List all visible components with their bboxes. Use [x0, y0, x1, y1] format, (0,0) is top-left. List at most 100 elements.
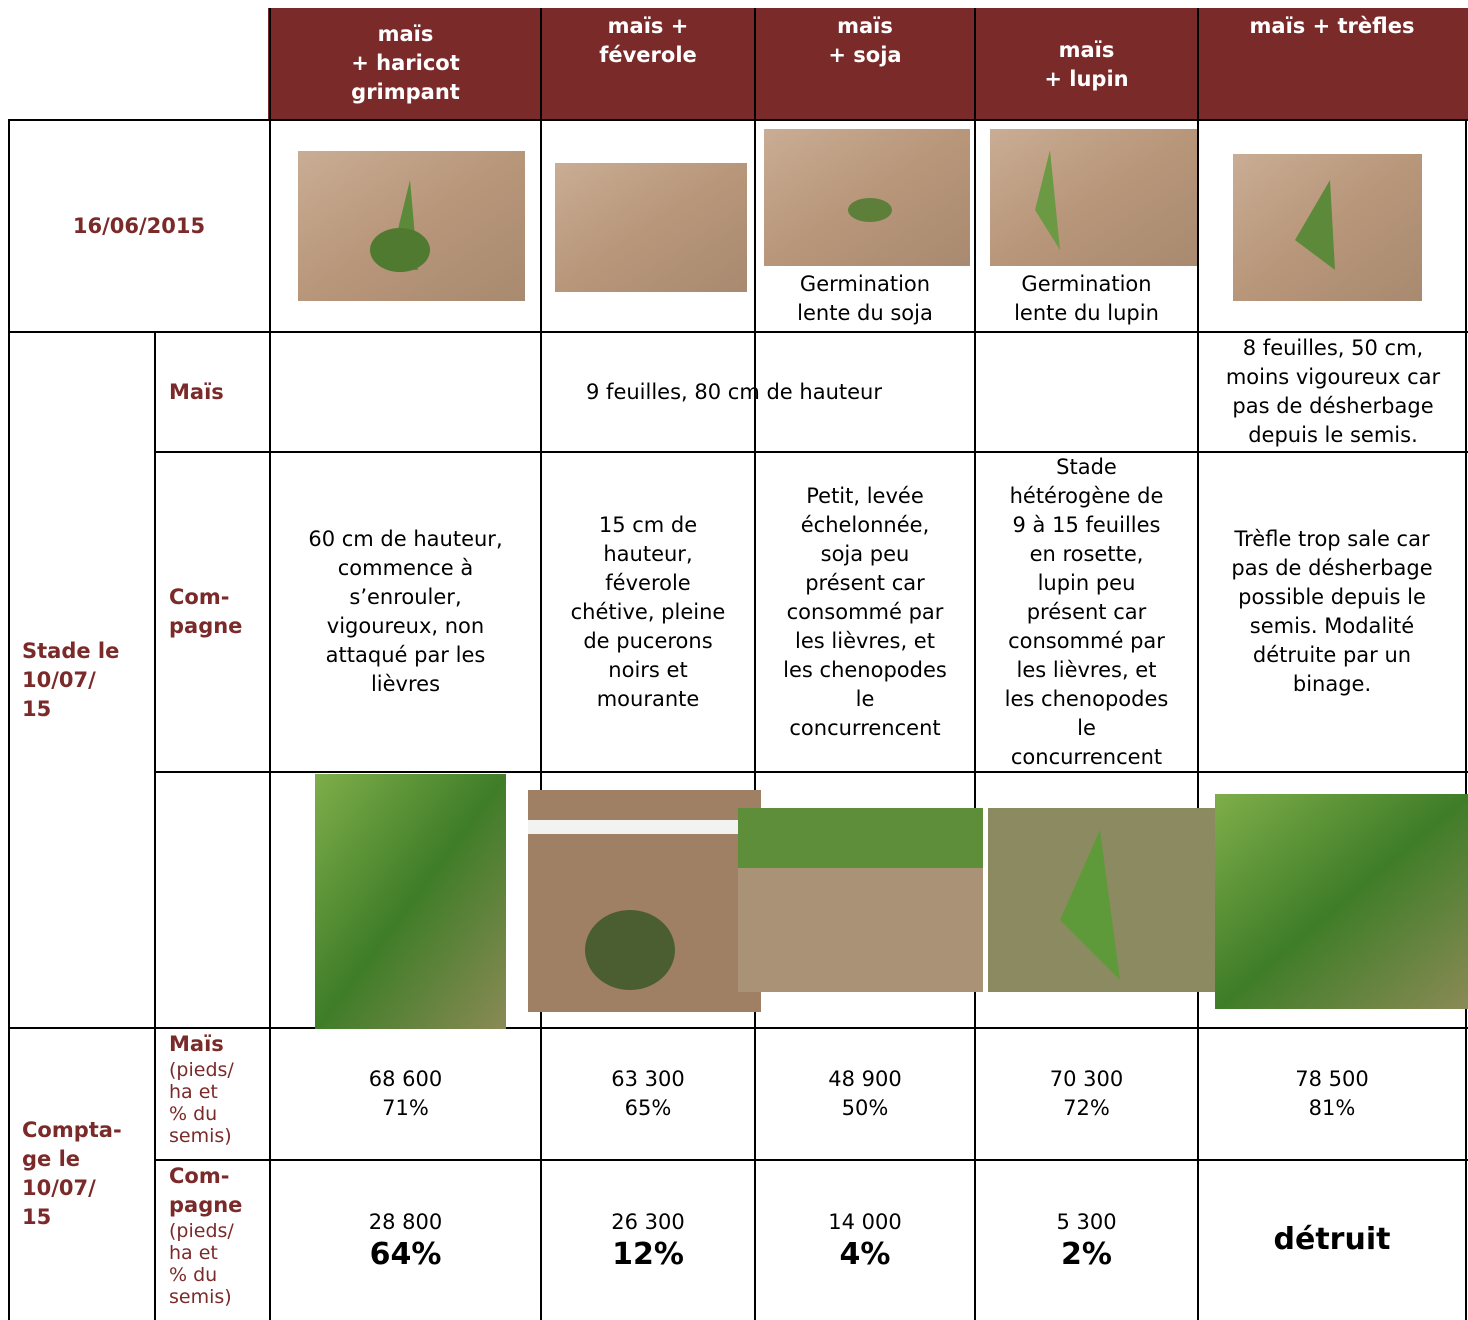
text-line: hauteur,	[603, 540, 692, 569]
text-line: 14 000	[828, 1208, 901, 1237]
text-line: 81%	[1309, 1094, 1356, 1123]
text-line: les lièvres, et	[795, 627, 935, 656]
text-line: maïs	[837, 12, 893, 41]
text-line: détruit	[1274, 1222, 1391, 1258]
text-line: lente du lupin	[1014, 299, 1159, 328]
text-line: 28 800	[369, 1208, 442, 1237]
text-line: concurrencent	[1011, 743, 1162, 772]
text-line: lièvres	[371, 670, 440, 699]
row-label: Com-pagne	[169, 452, 270, 772]
text-line: 78 500	[1295, 1065, 1368, 1094]
text-line: Compta-	[22, 1116, 122, 1145]
text-line: pagne	[169, 1191, 242, 1220]
text-line: 16/06/2015	[73, 212, 205, 241]
text-line: Maïs	[169, 1030, 224, 1059]
text-line: s’enrouler,	[349, 583, 461, 612]
text-line: 64%	[370, 1237, 442, 1273]
text-line: maïs +	[608, 12, 689, 41]
text-line: 9 feuilles, 80 cm de hauteur	[586, 378, 882, 407]
text-line: 50%	[842, 1094, 889, 1123]
text-line: Trèfle trop sale car	[1234, 525, 1429, 554]
text-line: ha et	[169, 1081, 218, 1103]
text-line: Stade	[1056, 453, 1117, 482]
text-line: commence à	[338, 554, 474, 583]
text-line: de pucerons	[583, 627, 712, 656]
column-header: maïs+ haricotgrimpant	[270, 8, 541, 120]
text-line: + soja	[828, 41, 901, 70]
text-line: soja peu	[821, 540, 910, 569]
text-line: le	[856, 685, 875, 714]
text-line: semis)	[169, 1286, 232, 1308]
text-line: détruite par un	[1253, 641, 1411, 670]
column-header: maïs+ lupin	[975, 8, 1198, 120]
text-line: 68 600	[369, 1065, 442, 1094]
text-line: + lupin	[1044, 65, 1128, 94]
column-header: maïs +féverole	[541, 8, 755, 120]
table: maïs+ haricotgrimpantmaïs +féverolemaïs+…	[0, 0, 1468, 1320]
text-line: 5 300	[1056, 1208, 1116, 1237]
text-line: noirs et	[608, 656, 687, 685]
text-line: 12%	[612, 1237, 684, 1273]
text-line: pas de désherbage	[1232, 392, 1433, 421]
text-line: semis)	[169, 1125, 232, 1147]
cell-text: 9 feuilles, 80 cm de hauteur	[270, 332, 1198, 452]
text-line: 8 feuilles, 50 cm,	[1243, 334, 1423, 363]
text-line: féverole	[599, 41, 697, 70]
text-line: féverole	[605, 569, 690, 598]
text-line: présent car	[1027, 598, 1147, 627]
photo-caption: Germinationlente du lupin	[975, 266, 1198, 332]
text-line: mourante	[597, 685, 700, 714]
text-line: % du	[169, 1103, 217, 1125]
text-line: lupin peu	[1038, 569, 1136, 598]
text-line: 15	[22, 1203, 51, 1232]
text-line: chétive, pleine	[571, 598, 726, 627]
text-line: (pieds/	[169, 1059, 234, 1081]
text-line: 4%	[840, 1237, 891, 1273]
text-line: 70 300	[1050, 1065, 1123, 1094]
text-line: % du	[169, 1264, 217, 1286]
text-line: Petit, levée	[806, 482, 924, 511]
text-line: échelonnée,	[801, 511, 930, 540]
text-line: 65%	[625, 1094, 672, 1123]
text-line: 71%	[382, 1094, 429, 1123]
text-line: 2%	[1061, 1237, 1112, 1273]
text-line: 10/07/	[22, 1174, 96, 1203]
text-line: semis. Modalité	[1250, 612, 1414, 641]
text-line: 15 cm de	[599, 511, 697, 540]
text-line: Germination	[800, 270, 930, 299]
text-line: 60 cm de hauteur,	[308, 525, 502, 554]
text-line: pas de désherbage	[1231, 554, 1432, 583]
page: Essai maïs associé {"header":{"columns":…	[0, 0, 1468, 1320]
text-line: maïs	[1059, 36, 1115, 65]
text-line: en rosette,	[1030, 540, 1144, 569]
text-line: maïs + trèfles	[1250, 12, 1415, 41]
text-line: possible depuis le	[1238, 583, 1426, 612]
text-line: 63 300	[611, 1065, 684, 1094]
text-line: moins vigoureux car	[1226, 363, 1440, 392]
text-line: consommé par	[787, 598, 944, 627]
text-line: 48 900	[828, 1065, 901, 1094]
text-line: 9 à 15 feuilles	[1013, 511, 1161, 540]
row-label: Com-pagne(pieds/ha et% dusemis)	[169, 1162, 269, 1320]
count-cell: détruit	[1198, 1160, 1466, 1320]
text-line: les lièvres, et	[1017, 656, 1157, 685]
row-label: 16/06/2015	[8, 120, 270, 332]
text-line: lente du soja	[797, 299, 933, 328]
text-line: binage.	[1293, 670, 1371, 699]
row-label: Maïs	[169, 332, 270, 452]
text-line: 72%	[1063, 1094, 1110, 1123]
text-line: Stade le	[22, 637, 119, 666]
